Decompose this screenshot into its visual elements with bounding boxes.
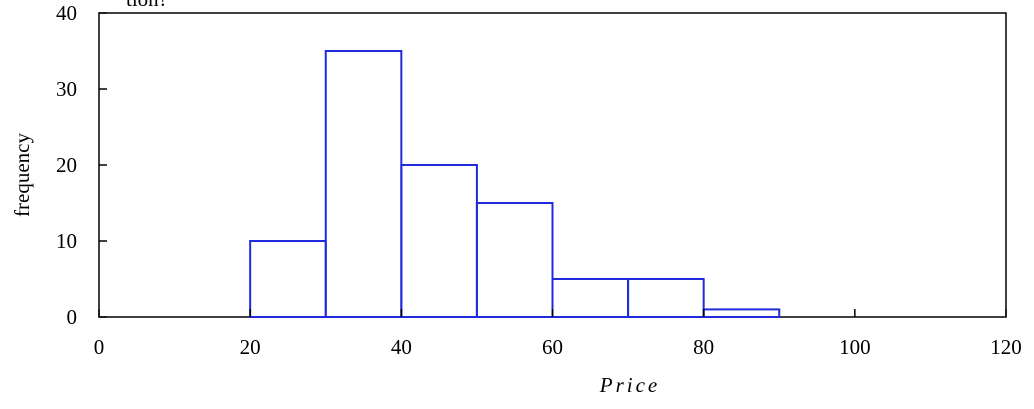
histogram-bar-40-50 [400,164,478,318]
histogram-bar-80-90 [702,308,781,318]
x-tick-label: 60 [542,335,563,359]
y-axis-ticks: 0 10 20 30 40 [56,1,107,329]
x-tick-label: 100 [839,335,871,359]
x-tick-label: 80 [693,335,714,359]
y-axis-label: frequency [10,133,34,217]
histogram-bar-60-70 [551,278,630,318]
y-tick-label: 20 [56,153,77,177]
x-tick-label: 20 [240,335,261,359]
histogram-bar-30-40 [324,50,403,318]
y-tick-label: 30 [56,77,77,101]
histogram-bar-20-30 [249,240,327,318]
clipped-top-text: tion? [126,0,168,11]
histogram-bar-70-80 [627,278,705,318]
y-tick-label: 0 [67,305,78,329]
x-axis-label: Price [599,373,660,397]
bars-group [249,50,781,318]
histogram-bar-50-60 [475,202,554,318]
x-tick-label: 0 [94,335,105,359]
y-tick-label: 10 [56,229,77,253]
x-tick-label: 40 [391,335,412,359]
x-axis-ticks: 0 20 40 60 80 100 120 [94,309,1022,359]
x-tick-label: 120 [990,335,1022,359]
y-tick-label: 40 [56,1,77,25]
